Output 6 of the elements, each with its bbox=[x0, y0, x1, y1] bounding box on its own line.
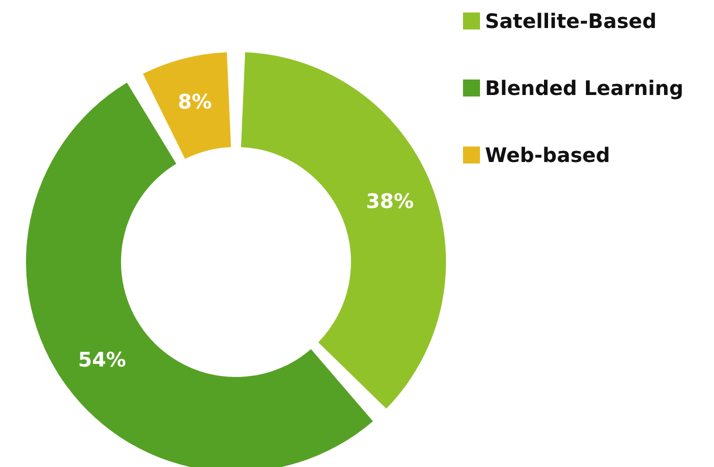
legend-label: Satellite-Based bbox=[485, 9, 657, 33]
data-label: 54% bbox=[78, 347, 126, 372]
data-label: 38% bbox=[366, 189, 414, 214]
legend-label: Web-based bbox=[485, 143, 610, 167]
legend-label: Blended Learning bbox=[485, 76, 684, 100]
data-label: 8% bbox=[178, 90, 212, 114]
